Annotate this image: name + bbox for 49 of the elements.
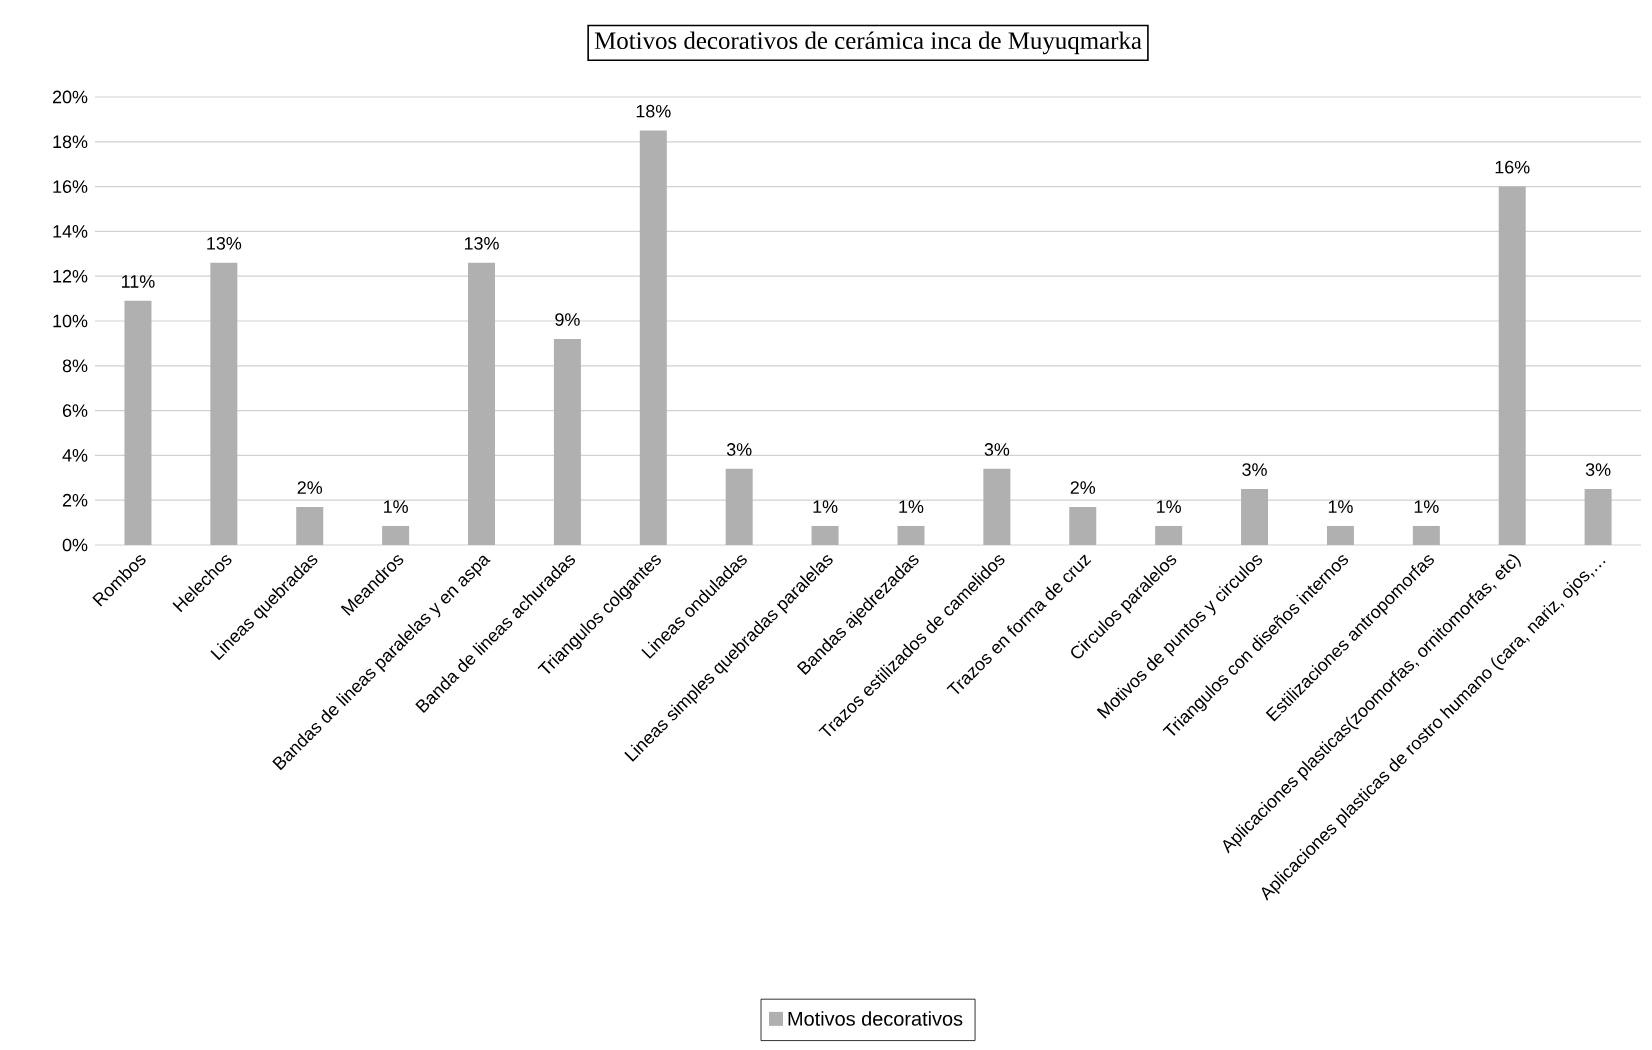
bar — [210, 262, 238, 545]
bar — [1584, 488, 1612, 545]
data-label: 1% — [813, 500, 838, 513]
data-label: 2% — [297, 481, 323, 494]
bar — [1155, 525, 1183, 545]
data-label: 18% — [636, 104, 671, 118]
bar — [1412, 525, 1440, 545]
bar — [382, 525, 410, 545]
y-tick-label: 10% — [53, 314, 88, 328]
bar — [983, 468, 1011, 545]
y-tick-label: 18% — [53, 135, 88, 149]
bar — [725, 468, 753, 545]
data-label: 16% — [1495, 160, 1530, 174]
chart-title: Motivos decorativos de cerámica inca de Muyuqmarka — [594, 31, 1142, 55]
y-tick-label: 6% — [62, 404, 88, 417]
bar — [897, 525, 925, 545]
data-label: 3% — [726, 443, 752, 456]
data-label: 1% — [1328, 500, 1353, 513]
y-tick-label: 20% — [52, 90, 88, 104]
data-label: 3% — [1585, 463, 1611, 476]
bar — [639, 130, 667, 545]
bar — [1498, 186, 1526, 545]
bar — [811, 525, 839, 545]
data-label: 1% — [1157, 500, 1181, 513]
y-tick-label: 12% — [53, 269, 88, 283]
y-tick-label: 16% — [53, 180, 88, 193]
data-label: 13% — [207, 237, 242, 250]
y-tick-label: 2% — [62, 493, 88, 507]
bar — [1069, 506, 1097, 545]
bar — [1326, 525, 1354, 545]
y-tick-label: 14% — [53, 225, 88, 238]
data-label: 1% — [384, 500, 408, 513]
data-label: 1% — [1414, 500, 1439, 513]
bar — [1241, 488, 1269, 545]
data-label: 11% — [122, 275, 155, 288]
bar — [468, 262, 496, 545]
data-label: 9% — [555, 313, 580, 326]
y-tick-label: 0% — [62, 538, 88, 552]
y-tick-label: 8% — [62, 359, 88, 373]
bar — [553, 338, 581, 545]
data-label: 1% — [899, 500, 924, 513]
data-label: 13% — [464, 237, 499, 250]
legend-label: Motivos decorativos — [788, 1011, 963, 1026]
data-label: 2% — [1070, 481, 1096, 494]
bar — [296, 506, 324, 545]
data-label: 3% — [1242, 463, 1267, 476]
data-label: 3% — [984, 443, 1010, 456]
bar — [124, 300, 152, 545]
y-tick-label: 4% — [62, 449, 88, 462]
